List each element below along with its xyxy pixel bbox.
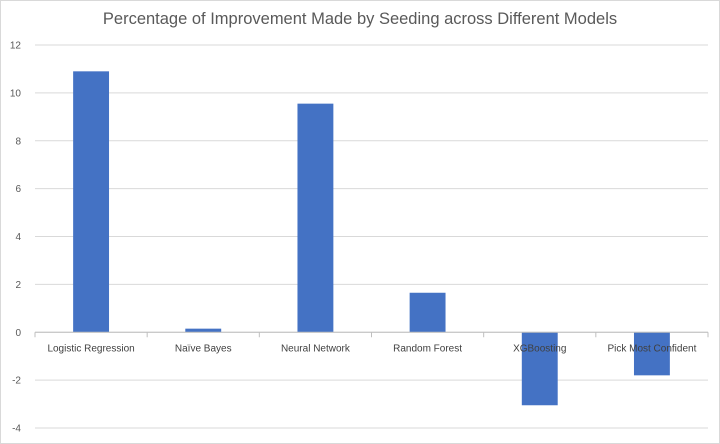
bar bbox=[633, 332, 670, 376]
y-tick-label: 8 bbox=[15, 136, 21, 147]
y-tick-label: 0 bbox=[15, 328, 21, 339]
bar bbox=[185, 328, 222, 333]
y-tick-label: 10 bbox=[10, 88, 22, 99]
y-tick-label: 2 bbox=[15, 280, 21, 291]
y-tick-label: 6 bbox=[15, 184, 21, 195]
y-tick-label: -2 bbox=[12, 376, 21, 387]
bar bbox=[409, 292, 446, 333]
x-tick-label: Pick Most Confident bbox=[607, 343, 696, 354]
y-tick-label: 12 bbox=[10, 41, 22, 52]
gridlines bbox=[35, 44, 708, 429]
bars bbox=[73, 71, 670, 406]
x-axis bbox=[34, 331, 709, 338]
y-tick-label: -4 bbox=[12, 424, 21, 435]
x-tick-label: XGBoosting bbox=[513, 343, 566, 354]
bar bbox=[521, 332, 558, 406]
bar bbox=[297, 103, 334, 333]
y-axis-ticks: -4 -2 0 2 4 6 8 10 12 bbox=[10, 41, 22, 435]
x-tick-label: Neural Network bbox=[281, 343, 351, 354]
x-tick-label: Random Forest bbox=[393, 343, 462, 354]
chart-title: Percentage of Improvement Made by Seedin… bbox=[102, 10, 618, 28]
x-tick-label: Logistic Regression bbox=[47, 343, 134, 354]
x-tick-label: Naïve Bayes bbox=[175, 343, 232, 354]
y-tick-label: 4 bbox=[15, 232, 21, 243]
bar bbox=[73, 71, 110, 333]
x-axis-ticks: Logistic Regression Naïve Bayes Neural Net… bbox=[47, 343, 696, 354]
